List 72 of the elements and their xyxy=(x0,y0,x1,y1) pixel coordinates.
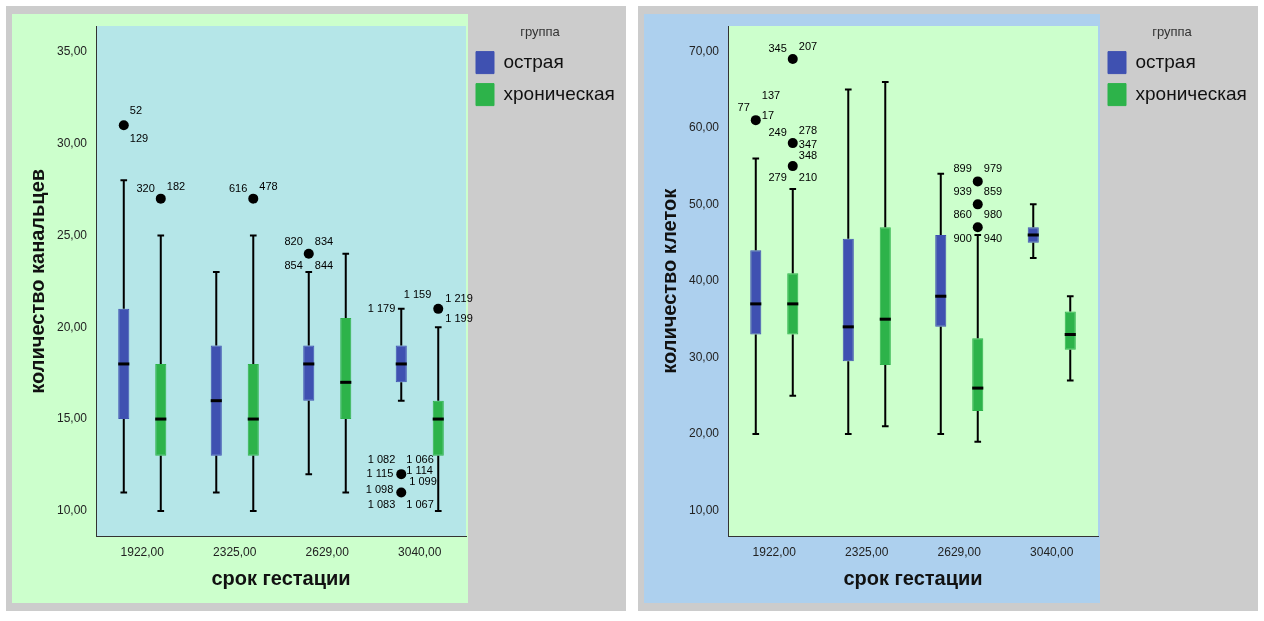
annotation: 980 xyxy=(983,208,1003,221)
y-tick-label: 25,00 xyxy=(57,227,88,242)
annotation: 859 xyxy=(983,185,1003,198)
annotation: 1 099 xyxy=(409,475,437,488)
annotation: 182 xyxy=(166,179,186,192)
y-tick-label: 30,00 xyxy=(57,135,88,150)
annotation: 1 066 xyxy=(406,453,434,466)
annotation: 279 xyxy=(768,171,787,184)
y-tick-label: 40,00 xyxy=(689,273,720,288)
annotation: 17 xyxy=(761,109,775,122)
annotation: 860 xyxy=(953,208,972,221)
annotation: 1 115 xyxy=(366,467,394,480)
annotation: 854 xyxy=(284,258,303,271)
annotation: 940 xyxy=(983,232,1003,245)
annotation: 1 114 xyxy=(406,464,433,477)
y-tick-label: 35,00 xyxy=(57,44,88,59)
y-axis-title: количество канальцев xyxy=(25,168,48,394)
y-tick-label: 30,00 xyxy=(689,349,720,364)
annotation: 979 xyxy=(983,162,1003,175)
x-tick-label: 3040,00 xyxy=(398,545,442,560)
x-tick-label: 2325,00 xyxy=(845,545,889,560)
annotation: 1 219 xyxy=(445,291,473,304)
annotation: 52 xyxy=(129,104,143,117)
x-tick-label: 1922,00 xyxy=(752,545,797,560)
annotation: 900 xyxy=(953,232,972,245)
annotation: 77 xyxy=(737,101,750,114)
annotation: 899 xyxy=(953,162,972,175)
annotation: 1 083 xyxy=(367,497,396,510)
annotation: 478 xyxy=(259,179,278,192)
y-tick-label: 50,00 xyxy=(689,196,720,211)
y-axis-title: количество клеток xyxy=(657,187,680,374)
x-tick-label: 2629,00 xyxy=(937,545,982,560)
legend-title: группа xyxy=(1152,24,1193,40)
annotation: 834 xyxy=(314,234,334,247)
x-tick-label: 3040,00 xyxy=(1030,545,1074,560)
annotation: 210 xyxy=(798,171,818,184)
y-tick-label: 10,00 xyxy=(689,502,720,517)
annotation: 616 xyxy=(228,181,248,194)
x-tick-label: 2629,00 xyxy=(305,545,350,560)
legend-label: хроническая xyxy=(1135,82,1247,104)
annotation: 1 082 xyxy=(367,453,396,466)
annotation: 137 xyxy=(761,89,781,102)
x-tick-label: 1922,00 xyxy=(120,545,165,560)
annotation: 1 179 xyxy=(367,301,396,314)
annotation: 207 xyxy=(798,39,818,52)
x-axis-title: срок гестации xyxy=(211,566,351,589)
y-tick-label: 10,00 xyxy=(57,503,88,518)
annotation: 278 xyxy=(798,124,818,137)
annotation: 1 159 xyxy=(403,287,432,300)
x-tick-label: 2325,00 xyxy=(213,545,257,560)
legend-label: хроническая xyxy=(503,82,615,104)
annotation: 347 xyxy=(798,138,818,151)
annotation: 348 xyxy=(798,149,818,162)
annotation: 1 199 xyxy=(445,311,473,324)
annotation: 1 098 xyxy=(365,482,394,495)
y-tick-label: 15,00 xyxy=(57,411,88,426)
y-tick-label: 20,00 xyxy=(689,426,720,441)
annotation: 129 xyxy=(129,132,149,145)
annotation: 820 xyxy=(284,234,303,247)
annotation: 1 067 xyxy=(406,497,434,510)
annotation: 844 xyxy=(314,258,334,271)
y-tick-label: 70,00 xyxy=(689,43,720,58)
annotation: 249 xyxy=(768,126,787,139)
x-axis-title: срок гестации xyxy=(843,566,983,589)
legend-label: острая xyxy=(503,50,564,72)
annotation: 939 xyxy=(953,185,972,198)
legend-label: острая xyxy=(1135,50,1196,72)
y-tick-label: 20,00 xyxy=(57,319,88,334)
annotation: 320 xyxy=(136,181,155,194)
legend-title: группа xyxy=(520,24,561,40)
annotation: 345 xyxy=(768,41,787,54)
y-tick-label: 60,00 xyxy=(689,120,720,135)
